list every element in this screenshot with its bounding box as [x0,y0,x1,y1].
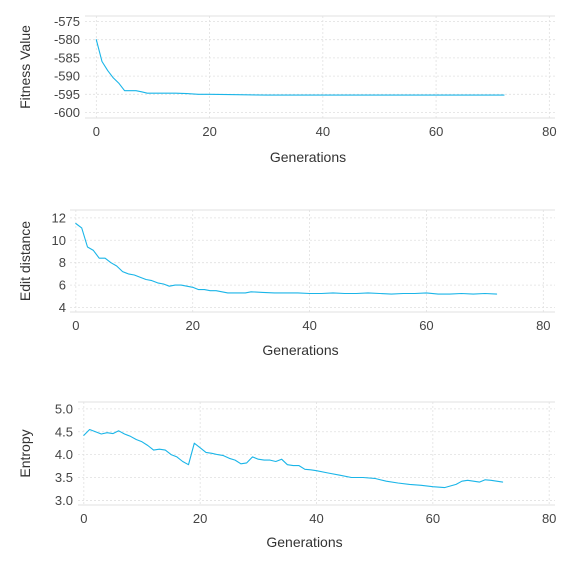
y-tick-label: 4.5 [55,424,73,439]
x-tick-label: 80 [536,318,550,333]
x-tick-label: 60 [426,511,440,526]
x-tick-label: 20 [202,124,216,139]
y-tick-label: -600 [54,105,80,120]
x-tick-label: 40 [316,124,330,139]
x-axis-label: Generations [270,149,346,165]
y-axis-label: Fitness Value [17,25,33,109]
y-tick-label: 10 [52,233,66,248]
x-tick-label: 80 [542,511,556,526]
y-tick-label: 5.0 [55,401,73,416]
x-tick-label: 40 [309,511,323,526]
x-tick-label: 0 [80,511,87,526]
chart-panel-1: 0 20 40 60 80 -575 -580 -585 -590 -595 -600 Generat… [17,14,557,165]
y-tick-label: -575 [54,14,80,29]
x-tick-label: 0 [93,124,100,139]
y-tick-label: -580 [54,32,80,47]
x-axis-label: Generations [266,534,342,550]
x-tick-label: 20 [193,511,207,526]
x-tick-label: 20 [185,318,199,333]
y-axis-label: Entropy [17,429,33,477]
x-axis-label: Generations [262,342,338,358]
y-tick-label: 12 [52,210,66,225]
y-tick-label: 3.5 [55,470,73,485]
x-tick-label: 0 [72,318,79,333]
series-line-1 [83,428,504,489]
y-tick-label: -585 [54,50,80,65]
x-tick-label: 60 [419,318,433,333]
y-tick-label: 4 [59,300,66,315]
series-line-1 [75,222,498,295]
y-tick-label: 3.0 [55,493,73,508]
y-tick-label: 4.0 [55,447,73,462]
x-tick-label: 80 [542,124,556,139]
chart-panel-2: 0 20 40 60 80 4 6 8 10 12 Generations Edit distance [17,209,555,358]
y-tick-label: -590 [54,69,80,84]
y-tick-label: 6 [59,278,66,293]
chart-panel-3: 0 20 40 60 80 3.0 3.5 4.0 4.5 5.0 Generations Entro… [17,401,556,550]
y-tick-label: 8 [59,255,66,270]
x-tick-label: 40 [302,318,316,333]
y-tick-label: -595 [54,87,80,102]
series-line-1 [95,39,505,96]
x-tick-label: 60 [429,124,443,139]
y-axis-label: Edit distance [17,221,33,301]
